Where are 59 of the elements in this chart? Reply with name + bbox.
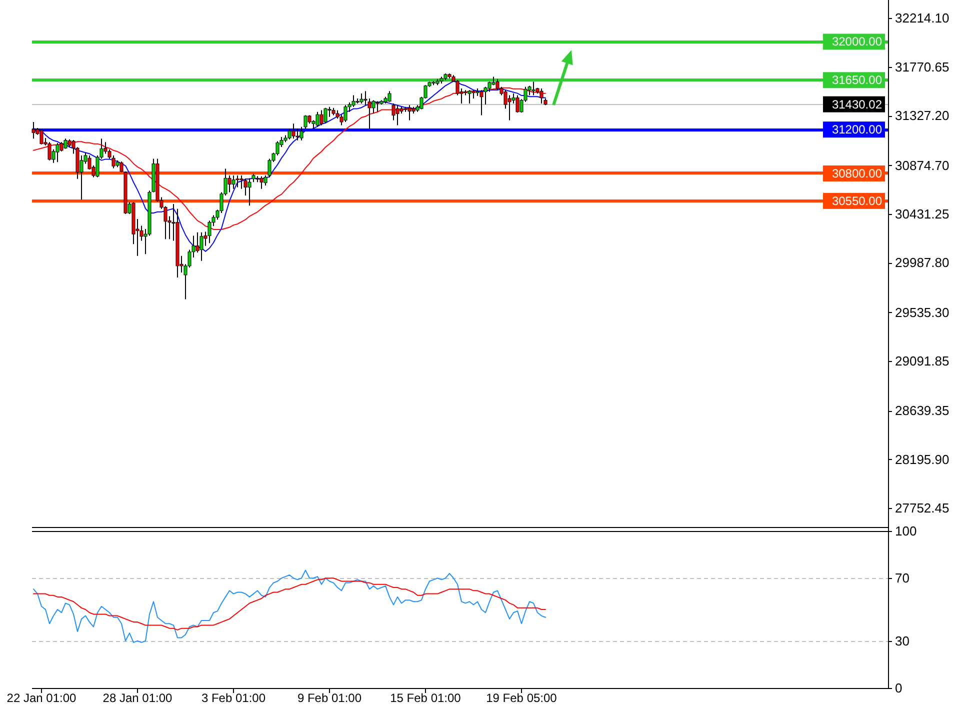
candlestick bbox=[320, 110, 324, 126]
y-tick-label: 30431.25 bbox=[895, 206, 950, 222]
candlestick bbox=[376, 100, 380, 112]
candlestick bbox=[388, 90, 392, 102]
x-tick-label: 3 Feb 01:00 bbox=[201, 691, 266, 705]
y-tick-label: 27752.45 bbox=[895, 500, 950, 516]
y-tick-label: 29091.85 bbox=[895, 354, 950, 369]
y-tick-label: 28195.90 bbox=[895, 452, 950, 467]
y-tick-label: 70 bbox=[895, 570, 910, 586]
x-tick-label: 9 Feb 01:00 bbox=[297, 691, 362, 705]
candlestick bbox=[292, 123, 296, 140]
x-tick-label: 19 Feb 05:00 bbox=[486, 691, 558, 705]
candlestick bbox=[300, 126, 304, 141]
candlestick bbox=[200, 232, 204, 262]
candlestick bbox=[532, 81, 536, 96]
ref-line-label: 31200.00 bbox=[832, 122, 882, 137]
x-tick-label: 28 Jan 01:00 bbox=[102, 691, 173, 705]
y-tick-label: 31770.65 bbox=[895, 59, 950, 74]
candlestick bbox=[540, 88, 544, 104]
ref-line-label: 32000.00 bbox=[832, 34, 882, 49]
ref-line-label: 30550.00 bbox=[832, 194, 882, 208]
y-tick-label: 32214.10 bbox=[895, 10, 950, 26]
x-tick-label: 15 Feb 01:00 bbox=[390, 691, 462, 705]
candlestick bbox=[396, 104, 400, 126]
y-tick-label: 0 bbox=[895, 680, 902, 696]
candlestick bbox=[40, 128, 44, 145]
candlestick bbox=[232, 174, 236, 190]
y-tick-label: 31327.20 bbox=[895, 108, 950, 124]
ref-line-label: 31650.00 bbox=[832, 73, 882, 88]
ref-line-label: 31430.02 bbox=[832, 97, 882, 112]
candlestick bbox=[248, 178, 252, 206]
candlestick bbox=[516, 94, 520, 114]
candlestick bbox=[408, 104, 412, 121]
candlestick bbox=[468, 90, 472, 104]
candlestick bbox=[496, 78, 500, 91]
candlestick bbox=[344, 104, 348, 122]
line-series bbox=[33, 570, 546, 643]
candlestick bbox=[64, 138, 68, 150]
ref-line-label: 30800.00 bbox=[832, 166, 882, 180]
y-tick-label: 30874.70 bbox=[895, 158, 950, 173]
candlestick bbox=[236, 174, 240, 188]
line-series bbox=[33, 578, 546, 630]
y-tick-label: 30 bbox=[895, 633, 910, 648]
x-tick-label: 22 Jan 01:00 bbox=[6, 691, 77, 705]
candlestick bbox=[508, 94, 512, 121]
candlestick bbox=[56, 142, 60, 163]
candlestick bbox=[324, 107, 328, 124]
candlestick bbox=[228, 174, 232, 193]
y-tick-label: 29535.30 bbox=[895, 304, 950, 320]
candlestick bbox=[48, 142, 52, 161]
candlestick bbox=[32, 121, 36, 140]
candlestick bbox=[360, 93, 364, 104]
candlestick bbox=[316, 111, 320, 128]
y-tick-label: 28639.35 bbox=[895, 403, 950, 418]
candlestick bbox=[260, 176, 264, 190]
candlestick bbox=[480, 90, 484, 116]
candlestick bbox=[304, 114, 308, 130]
y-tick-label: 100 bbox=[895, 524, 917, 538]
y-tick-label: 29987.80 bbox=[895, 255, 950, 270]
